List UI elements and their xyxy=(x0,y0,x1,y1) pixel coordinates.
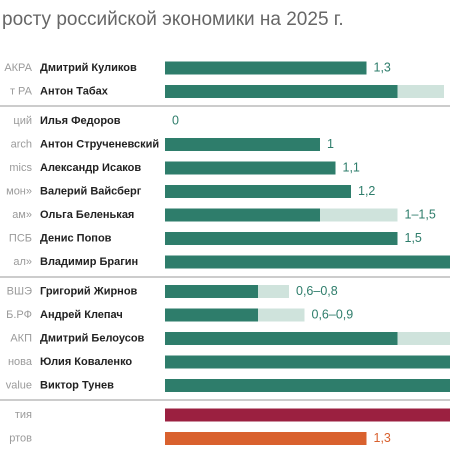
bar xyxy=(165,232,398,245)
org-label: ВШЭ xyxy=(7,285,32,297)
person-label: Ольга Беленькая xyxy=(40,209,134,221)
org-label: мон» xyxy=(6,185,32,197)
person-label: Илья Федоров xyxy=(40,115,121,127)
bar xyxy=(165,408,450,422)
value-label: 1,5 xyxy=(405,231,422,245)
value-label: 0,6–0,9 xyxy=(312,307,354,321)
bar xyxy=(165,161,336,175)
org-label: ПСБ xyxy=(9,232,32,244)
org-label: т РА xyxy=(10,85,33,97)
person-label: Антон Струченевский xyxy=(40,138,159,150)
bar xyxy=(165,285,258,298)
value-label: 0 xyxy=(172,113,179,127)
org-label: ртов xyxy=(9,432,32,444)
person-label: Дмитрий Куликов xyxy=(40,62,137,74)
bar xyxy=(165,85,398,98)
bar xyxy=(165,208,320,222)
person-label: Владимир Брагин xyxy=(40,256,138,268)
org-label: АКП xyxy=(10,332,32,344)
value-label: 1,3 xyxy=(374,60,391,74)
org-label: АКРА xyxy=(4,62,32,74)
person-label: Юлия Коваленко xyxy=(40,356,132,368)
person-label: Александр Исаков xyxy=(40,162,141,174)
org-label: arch xyxy=(11,138,32,150)
person-label: Андрей Клепач xyxy=(40,309,123,321)
bar xyxy=(165,308,258,322)
value-label: 1,1 xyxy=(343,160,360,174)
person-label: Валерий Вайсберг xyxy=(40,185,142,197)
person-label: Григорий Жирнов xyxy=(40,285,138,297)
org-label: ал» xyxy=(13,256,32,268)
bar xyxy=(165,61,367,75)
bar xyxy=(165,379,450,392)
org-label: тия xyxy=(15,409,32,421)
person-label: Дмитрий Белоусов xyxy=(40,332,145,344)
bar xyxy=(165,432,367,445)
org-label: Б.РФ xyxy=(6,309,32,321)
value-label: 1,3 xyxy=(374,431,391,445)
value-label: 1 xyxy=(327,137,334,151)
org-label: нова xyxy=(8,356,33,368)
bar xyxy=(165,355,450,369)
person-label: Антон Табах xyxy=(40,85,109,97)
value-label: 1,2 xyxy=(358,184,375,198)
org-label: mics xyxy=(9,162,32,174)
bar xyxy=(165,255,450,269)
chart-title: росту российской экономики на 2025 г. xyxy=(2,9,344,30)
org-label: ций xyxy=(13,115,32,127)
bar xyxy=(165,332,398,345)
bar xyxy=(165,138,320,151)
org-label: value xyxy=(6,379,32,391)
org-label: ам» xyxy=(12,209,32,221)
bar xyxy=(165,185,351,198)
person-label: Денис Попов xyxy=(40,232,112,244)
person-label: Виктор Тунев xyxy=(40,379,114,391)
value-label: 1–1,5 xyxy=(405,207,436,221)
value-label: 0,6–0,8 xyxy=(296,284,338,298)
